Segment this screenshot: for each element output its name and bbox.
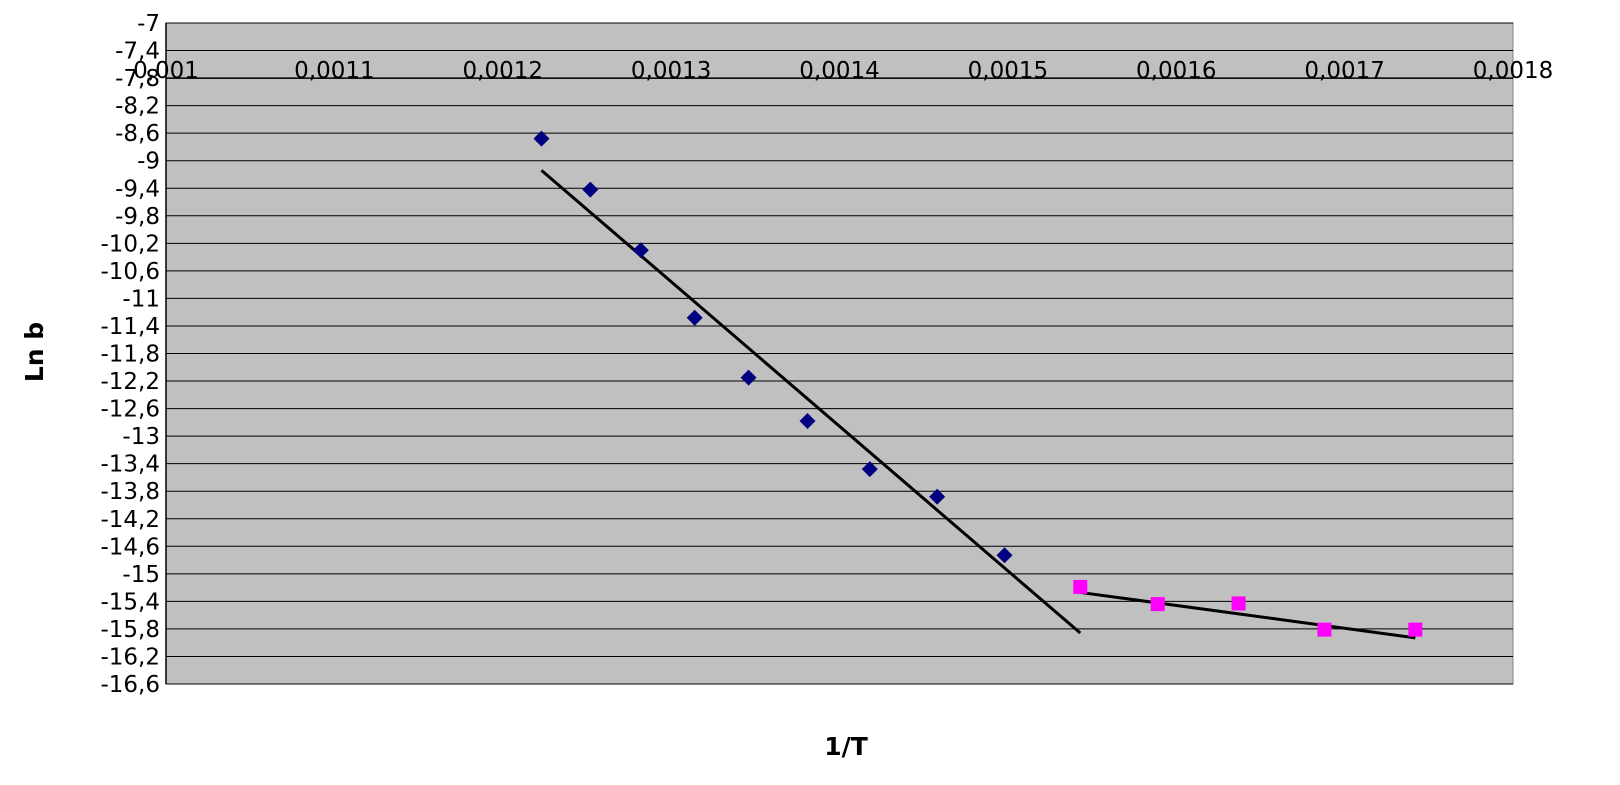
y-tick-label: -9 xyxy=(137,149,160,175)
data-point-square xyxy=(1231,596,1246,611)
axes xyxy=(165,23,1514,684)
y-tick-label: -13 xyxy=(122,424,160,450)
y-tick-label: -11 xyxy=(122,286,160,312)
y-tick-label: -8,2 xyxy=(115,94,160,120)
data-point-diamond xyxy=(996,547,1013,564)
data-point-diamond xyxy=(686,309,703,326)
data-point-diamond xyxy=(582,181,599,198)
trendlines xyxy=(540,169,1416,640)
y-tick-label: -15,4 xyxy=(100,589,160,615)
x-tick-label: 0,0012 xyxy=(463,58,543,84)
y-tick-label: -15,8 xyxy=(100,617,160,643)
data-point-diamond xyxy=(929,488,946,505)
y-tick-label: -11,8 xyxy=(100,342,160,368)
y-tick-label: -14,6 xyxy=(100,534,160,560)
data-point-square xyxy=(1150,597,1165,612)
y-tick-label: -10,2 xyxy=(100,231,160,257)
y-tick-label: -16,2 xyxy=(100,644,160,670)
y-tick-label: -8,6 xyxy=(115,121,160,147)
data-point-square xyxy=(1408,622,1423,637)
trendline-series-1 xyxy=(540,169,1082,635)
gridlines xyxy=(166,22,1513,685)
data-point-square xyxy=(1073,579,1088,594)
y-tick-label: -15 xyxy=(122,562,160,588)
y-tick-label: -10,6 xyxy=(100,259,160,285)
x-tick-label: 0,0016 xyxy=(1136,58,1216,84)
x-tick-label: 0,0011 xyxy=(294,58,374,84)
x-tick-label: 0,0014 xyxy=(799,58,879,84)
y-tick-label: -13,8 xyxy=(100,479,160,505)
y-tick-label: -9,8 xyxy=(115,204,160,230)
x-tick-label: 0,0017 xyxy=(1304,58,1384,84)
data-points xyxy=(533,130,1423,637)
y-tick-label: -7,8 xyxy=(115,66,160,92)
x-tick-label: 0,0013 xyxy=(631,58,711,84)
data-point-diamond xyxy=(632,242,649,259)
x-tick-label: 0,0015 xyxy=(968,58,1048,84)
y-axis-title: Ln b xyxy=(20,322,49,382)
y-tick-label: -16,6 xyxy=(100,672,160,698)
x-tick-label: 0,001 xyxy=(133,58,199,84)
y-tick-label: -13,4 xyxy=(100,452,160,478)
y-tick-label: -12,6 xyxy=(100,397,160,423)
y-tick-labels: -7-7,4-7,8-8,2-8,6-9-9,4-9,8-10,2-10,6-1… xyxy=(100,11,160,698)
y-tick-label: -7,4 xyxy=(115,39,160,65)
y-tick-label: -7 xyxy=(137,11,160,37)
trendline-series-2 xyxy=(1080,590,1416,640)
data-point-diamond xyxy=(861,461,878,478)
x-tick-label: 0,0018 xyxy=(1473,58,1553,84)
y-tick-label: -12,2 xyxy=(100,369,160,395)
data-point-square xyxy=(1317,622,1332,637)
x-tick-labels: 0,001 0,0011 0,0012 0,0013 0,0014 0,0015 0,001… xyxy=(133,58,1553,84)
data-point-diamond xyxy=(740,369,757,386)
y-tick-label: -14,2 xyxy=(100,507,160,533)
x-axis-title: 1/T xyxy=(824,732,868,761)
y-tick-label: -11,4 xyxy=(100,314,160,340)
y-tick-label: -9,4 xyxy=(115,176,160,202)
data-point-diamond xyxy=(533,130,550,147)
data-point-diamond xyxy=(799,412,816,429)
